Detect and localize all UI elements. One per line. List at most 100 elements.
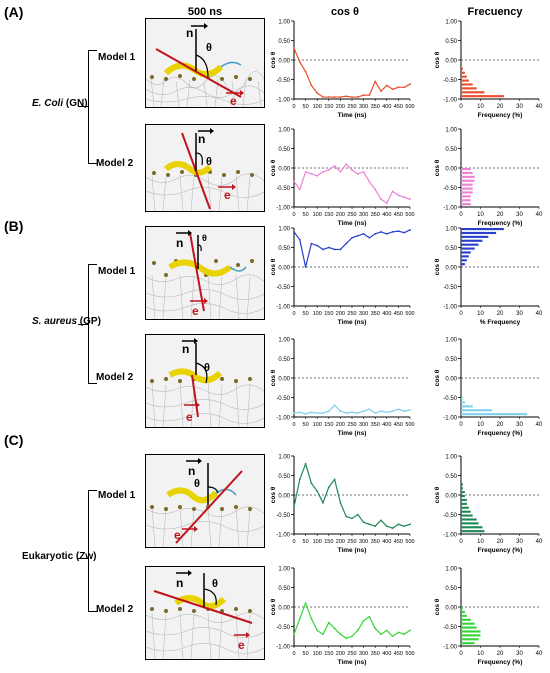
organism-suffix-a: (GN): [63, 98, 88, 109]
snapshot-c2-art: n θ e: [146, 570, 264, 659]
x-tick-label: 20: [497, 212, 504, 218]
data-point: [298, 238, 301, 241]
x-tick-label: 300: [359, 311, 368, 317]
organism-label-a: E. Coli (GN): [32, 98, 88, 109]
y-axis-label: cos θ: [434, 159, 441, 176]
y-tick-label: 0.00: [445, 167, 457, 173]
y-tick-label: 0.50: [278, 246, 290, 252]
y-tick-label: 1.00: [278, 20, 290, 26]
snapshot-a2-art: n θ e: [146, 128, 264, 211]
data-point: [304, 171, 307, 173]
data-point: [385, 232, 388, 235]
histogram-bar: [461, 510, 471, 513]
chart-a2-frequency-histogram: 1.00 0.50 0.00 -0.50 -1.000 10 20 30 40 Frequency…: [434, 128, 543, 228]
vector-e-axis: [155, 48, 242, 98]
histogram-bar: [461, 642, 475, 645]
peptide-coil: [215, 488, 237, 496]
x-tick-label: 50: [303, 422, 309, 428]
chart-c1-frequency-histogram: 1.00 0.50 0.00 -0.50 -1.000 10 20 30 40 Frequency…: [434, 455, 543, 555]
data-point: [356, 96, 359, 98]
x-tick-label: 400: [382, 311, 391, 317]
histogram-bar: [461, 506, 469, 509]
data-point: [310, 617, 313, 620]
y-tick-label: -1.00: [443, 305, 457, 311]
data-point: [333, 165, 336, 167]
snapshot-c1-art: n θ e: [146, 458, 264, 547]
histogram-bar: [461, 75, 467, 78]
snapshot-n-label: n: [176, 236, 183, 250]
organism-label-c: Eukaryotic (Zw): [22, 551, 96, 562]
data-point: [339, 633, 342, 636]
data-point: [397, 408, 400, 411]
x-tick-label: 450: [394, 539, 403, 545]
x-axis-label: Frequency (%): [478, 659, 523, 666]
x-tick-label: 20: [497, 539, 504, 545]
data-point: [397, 631, 400, 634]
data-point: [339, 96, 342, 98]
x-tick-label: 10: [477, 539, 484, 545]
data-point: [339, 171, 342, 173]
data-point: [351, 635, 353, 638]
x-tick-label: 450: [394, 212, 403, 218]
snapshot-n-label: n: [186, 26, 193, 40]
organism-name-b: S. aureus: [32, 316, 78, 327]
x-tick-label: 20: [497, 104, 504, 110]
histogram-bar: [461, 239, 483, 242]
model-label-a1: Model 1: [98, 52, 136, 63]
membrane-lipids: [146, 173, 264, 211]
data-point: [374, 525, 377, 528]
x-tick-label: 10: [477, 311, 484, 317]
x-tick-label: 400: [382, 104, 391, 110]
lipid-heads: [150, 607, 252, 613]
y-axis-label: cos θ: [270, 51, 277, 68]
x-tick-label: 0: [292, 651, 295, 657]
data-point: [397, 523, 400, 526]
y-tick-label: 1.00: [278, 128, 290, 134]
data-point: [351, 169, 353, 171]
chart-b2-frequency-histogram: 1.00 0.50 0.00 -0.50 -1.000 10 20 30 40 Frequency…: [434, 338, 543, 438]
x-tick-label: 40: [536, 651, 543, 657]
y-tick-label: 0.50: [445, 357, 457, 363]
histogram-bar: [461, 638, 479, 641]
histogram-bar: [461, 71, 465, 74]
x-tick-label: 150: [324, 651, 333, 657]
data-point: [333, 478, 336, 481]
x-tick-label: 0: [292, 539, 295, 545]
x-tick-label: 400: [382, 212, 391, 218]
data-point: [310, 242, 313, 245]
histogram-bar: [461, 491, 465, 494]
model-label-b1: Model 1: [98, 266, 136, 277]
data-point: [322, 633, 324, 636]
x-tick-label: 500: [405, 539, 414, 545]
x-tick-label: 500: [405, 311, 414, 317]
data-point: [298, 617, 301, 620]
y-tick-label: 1.00: [445, 455, 457, 461]
organism-suffix-c: Eukaryotic (Zw): [22, 551, 97, 562]
organism-suffix-b: (GP): [77, 316, 101, 327]
histogram-bar: [461, 263, 465, 266]
snapshot-c1: n θ e: [145, 454, 265, 548]
peptide-ribbon: [166, 487, 219, 504]
y-tick-label: -1.00: [443, 645, 457, 651]
data-point: [316, 174, 319, 177]
y-tick-label: 0.00: [278, 266, 290, 272]
data-point: [351, 96, 353, 98]
histogram-bar: [461, 634, 481, 637]
histogram-bar: [461, 522, 479, 525]
data-point: [368, 615, 371, 618]
x-tick-label: 500: [405, 212, 414, 218]
data-point: [397, 86, 400, 89]
x-tick-label: 0: [459, 539, 463, 545]
data-point: [409, 409, 411, 411]
y-tick-label: 0.50: [445, 586, 457, 592]
data-point: [327, 96, 330, 98]
histogram-bar: [461, 622, 475, 625]
y-tick-label: -0.50: [276, 78, 290, 84]
x-tick-label: 450: [394, 104, 403, 110]
panel-label-a: (A): [4, 4, 24, 20]
x-tick-label: 20: [497, 651, 504, 657]
data-point: [403, 86, 406, 89]
header-snapshots: 500 ns: [187, 6, 223, 18]
y-tick-label: 0.00: [278, 167, 290, 173]
theta-arc: [197, 244, 202, 252]
